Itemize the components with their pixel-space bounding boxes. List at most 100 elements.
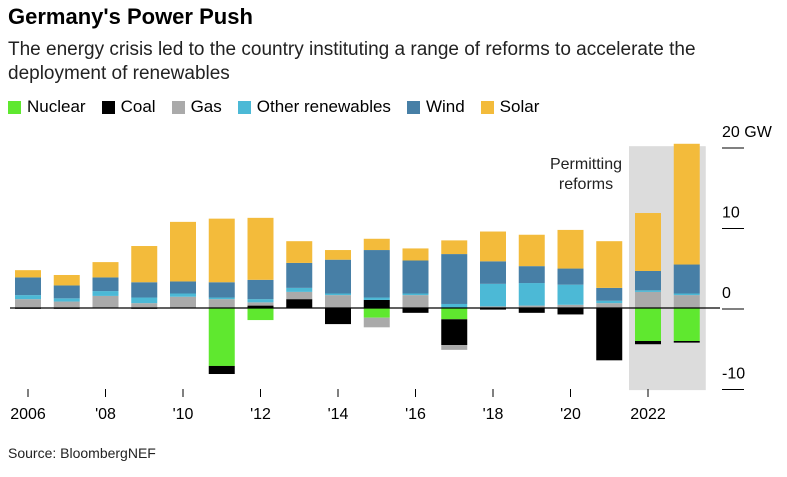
- legend-swatch-nuclear: [8, 100, 21, 114]
- bar-segment-wind-2012: [247, 279, 274, 300]
- legend-label-solar: Solar: [499, 97, 540, 116]
- bar-segment-wind-2019: [518, 266, 545, 284]
- bar-segment-wind-2021: [596, 287, 623, 301]
- bar-segment-other-renewables-2015: [363, 297, 390, 300]
- bar-segment-other-renewables-2010: [170, 293, 196, 297]
- bar-segment-nuclear-2022: [635, 308, 661, 342]
- bar-segment-wind-2007: [53, 285, 80, 299]
- highlight-label: reforms: [559, 176, 613, 193]
- bar-segment-solar-2014: [325, 250, 351, 260]
- x-tick-label: '10: [173, 406, 194, 423]
- bar-segment-wind-2010: [170, 281, 196, 294]
- legend-swatch-solar: [480, 100, 494, 114]
- bar-segment-gas-2013: [286, 291, 313, 300]
- bar-segment-coal-2023: [673, 341, 700, 343]
- bar-segment-wind-2022: [635, 270, 661, 291]
- legend-label-other-renewables: Other renewables: [256, 97, 391, 116]
- bar-segment-nuclear-2012: [247, 308, 274, 321]
- x-tick-label: '20: [560, 406, 581, 423]
- bar-segment-gas-2006: [15, 299, 41, 308]
- bar-segment-wind-2023: [673, 264, 700, 294]
- legend-label-nuclear: Nuclear: [27, 97, 86, 116]
- bar-segment-gas-2011: [208, 299, 235, 308]
- bar-segment-other-renewables-2020: [557, 284, 584, 305]
- bar-segment-gas-2023: [673, 295, 700, 308]
- legend-swatch-wind: [406, 100, 420, 114]
- bar-segment-gas-2015: [363, 317, 390, 328]
- bar-segment-coal-2017: [441, 319, 468, 346]
- bar-segment-other-renewables-2007: [53, 298, 80, 302]
- source-note: Source: BloombergNEF: [8, 445, 156, 461]
- bar-segment-nuclear-2015: [363, 308, 390, 318]
- legend-item-wind: Wind: [406, 97, 465, 117]
- bar-segment-other-renewables-2012: [247, 299, 274, 303]
- legend-swatch-gas: [171, 100, 185, 114]
- y-tick-label: -10: [722, 366, 745, 383]
- bar-segment-other-renewables-2011: [208, 297, 235, 300]
- bar-segment-wind-2020: [557, 268, 584, 285]
- bar-segment-nuclear-2011: [208, 308, 235, 366]
- bar-segment-coal-2019: [518, 308, 545, 313]
- x-tick-label: 2006: [10, 406, 46, 423]
- bar-segment-other-renewables-2014: [325, 293, 351, 296]
- y-tick-label: 10: [722, 205, 740, 222]
- bar-segment-coal-2020: [557, 308, 584, 315]
- bar-segment-nuclear-2017: [441, 308, 468, 320]
- bar-segment-gas-2021: [596, 303, 623, 308]
- bar-segment-gas-2016: [402, 295, 429, 308]
- bar-segment-other-renewables-2013: [286, 287, 313, 292]
- bar-segment-wind-2011: [208, 282, 235, 298]
- bar-segment-other-renewables-2018: [480, 283, 506, 307]
- bar-segment-other-renewables-2022: [635, 290, 661, 292]
- x-tick-label: '16: [405, 406, 426, 423]
- bar-segment-other-renewables-2016: [402, 293, 429, 296]
- bar-segment-solar-2018: [480, 231, 506, 262]
- chart-subtitle: The energy crisis led to the country ins…: [8, 39, 696, 84]
- bar-segment-solar-2023: [673, 143, 700, 265]
- bar-segment-coal-2016: [402, 308, 429, 313]
- bar-segment-solar-2008: [92, 262, 119, 278]
- legend-item-coal: Coal: [101, 97, 156, 117]
- bar-segment-wind-2014: [325, 259, 351, 294]
- legend-item-other-renewables: Other renewables: [237, 97, 391, 117]
- bar-segment-gas-2012: [247, 302, 274, 306]
- bar-segment-other-renewables-2017: [441, 303, 468, 308]
- bar-segment-gas-2017: [441, 345, 468, 350]
- bar-segment-solar-2015: [363, 238, 390, 251]
- legend-swatch-coal: [101, 100, 115, 114]
- bar-segment-gas-2009: [131, 303, 158, 308]
- y-tick-label: 0: [722, 285, 731, 302]
- bar-segment-other-renewables-2009: [131, 297, 158, 304]
- x-tick-label: 2022: [630, 406, 666, 423]
- chart-title: Germany's Power Push: [8, 4, 253, 29]
- bar-segment-gas-2007: [53, 301, 80, 308]
- bar-segment-solar-2010: [170, 221, 196, 282]
- bar-segment-gas-2008: [92, 295, 119, 308]
- bar-segment-wind-2006: [15, 277, 41, 296]
- y-tick-label: 20 GW: [722, 124, 773, 141]
- x-tick-label: '14: [328, 406, 349, 423]
- bar-segment-gas-2018: [480, 306, 506, 308]
- bar-segment-solar-2022: [635, 213, 661, 271]
- bar-segment-gas-2010: [170, 296, 196, 308]
- bar-segment-solar-2021: [596, 241, 623, 288]
- bar-segment-gas-2022: [635, 291, 661, 308]
- bar-segment-other-renewables-2021: [596, 300, 623, 304]
- bar-segment-wind-2018: [480, 261, 506, 284]
- bar-segment-gas-2019: [518, 305, 545, 308]
- bar-segment-wind-2013: [286, 262, 313, 288]
- bar-segment-solar-2007: [53, 274, 80, 286]
- bar-segment-coal-2014: [325, 308, 351, 325]
- legend-swatch-other-renewables: [237, 100, 251, 114]
- bar-segment-other-renewables-2006: [15, 295, 41, 300]
- legend-item-gas: Gas: [171, 97, 222, 117]
- bar-segment-coal-2012: [247, 305, 274, 308]
- legend-label-gas: Gas: [190, 97, 222, 116]
- bar-segment-solar-2006: [15, 270, 41, 278]
- bar-segment-wind-2008: [92, 277, 119, 292]
- legend-label-wind: Wind: [425, 97, 465, 116]
- bar-segment-solar-2009: [131, 246, 158, 283]
- bar-segment-solar-2016: [402, 248, 429, 261]
- highlight-label: Permitting: [550, 156, 622, 173]
